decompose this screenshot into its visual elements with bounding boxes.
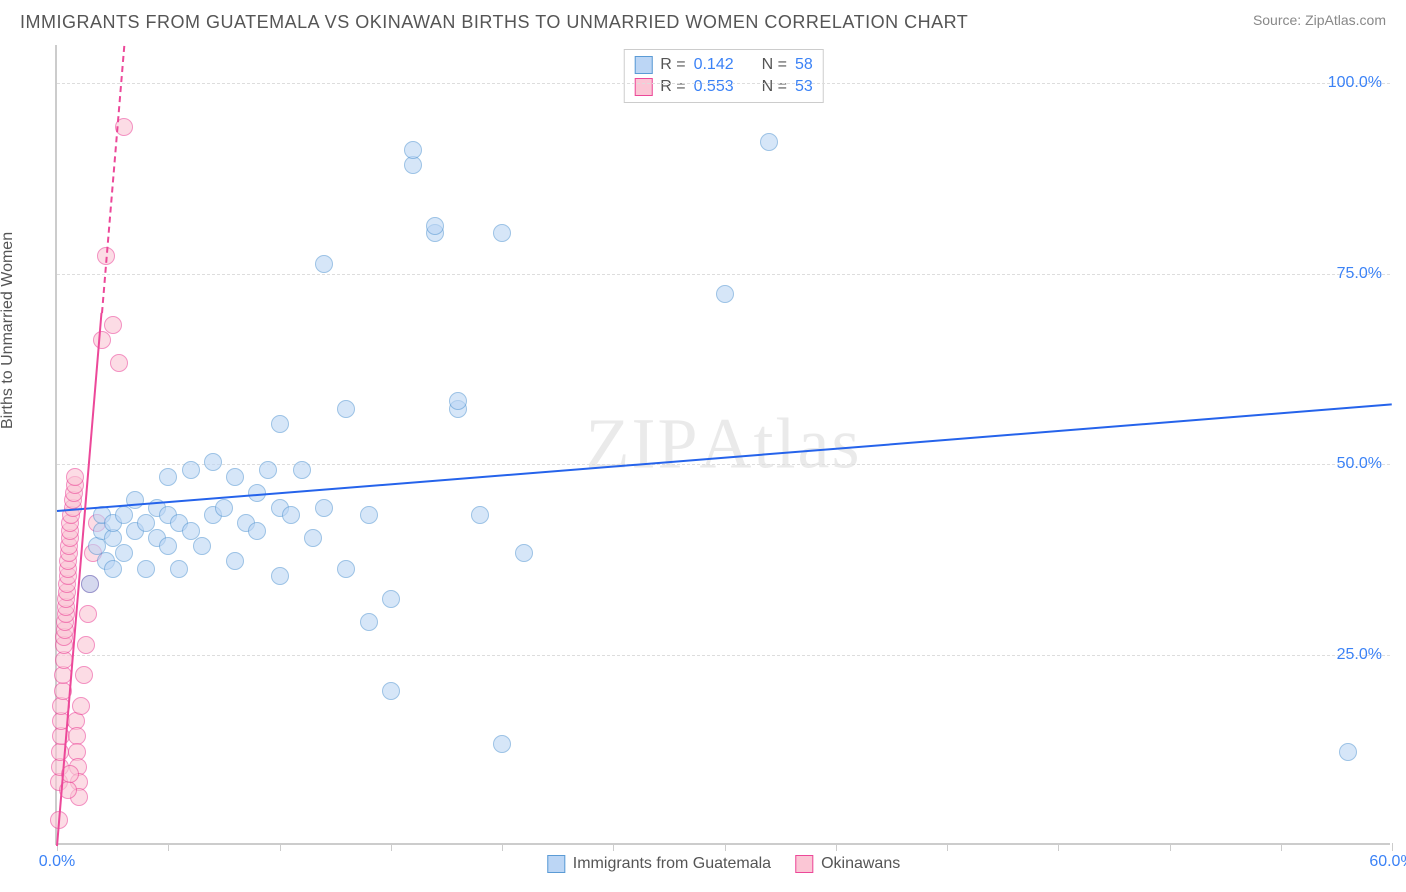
legend-series-label: Immigrants from Guatemala [573,855,771,873]
scatter-point-blue [159,468,177,486]
scatter-point-blue [81,575,99,593]
scatter-point-blue [337,400,355,418]
x-tick [168,843,169,851]
scatter-point-pink [104,316,122,334]
scatter-point-blue [204,453,222,471]
x-tick [1170,843,1171,851]
y-tick-label: 50.0% [1337,455,1382,473]
scatter-point-blue [293,461,311,479]
legend-swatch [634,56,652,74]
scatter-point-blue [193,537,211,555]
scatter-point-pink [66,468,84,486]
legend-n-label: N = [762,56,787,74]
scatter-point-blue [360,613,378,631]
y-axis-label: Births to Unmarried Women [0,232,17,429]
x-tick [502,843,503,851]
scatter-point-blue [226,552,244,570]
scatter-point-blue [215,499,233,517]
scatter-point-blue [493,735,511,753]
scatter-point-blue [471,506,489,524]
scatter-point-blue [248,522,266,540]
scatter-point-blue [304,529,322,547]
legend-series-item: Immigrants from Guatemala [547,855,771,873]
gridline-horizontal [57,464,1390,465]
scatter-point-blue [315,255,333,273]
scatter-point-blue [382,590,400,608]
scatter-point-pink [93,331,111,349]
scatter-point-blue [271,567,289,585]
x-tick [725,843,726,851]
legend-r-value: 0.553 [694,78,734,96]
legend-series-item: Okinawans [795,855,900,873]
scatter-point-blue [159,537,177,555]
legend-r-value: 0.142 [694,56,734,74]
scatter-point-blue [126,491,144,509]
scatter-point-blue [360,506,378,524]
scatter-point-blue [760,133,778,151]
y-tick-label: 75.0% [1337,265,1382,283]
legend-r-label: R = [660,78,685,96]
legend-n-label: N = [762,78,787,96]
scatter-point-blue [282,506,300,524]
plot-area: ZIPAtlas R =0.142N =58R =0.553N =53 Immi… [55,45,1390,845]
legend-corr-row: R = 0.142 N = 58 [634,54,813,76]
x-tick [613,843,614,851]
y-tick-label: 100.0% [1328,74,1382,92]
y-tick-label: 25.0% [1337,646,1382,664]
scatter-point-blue [182,461,200,479]
scatter-point-pink [79,605,97,623]
gridline-horizontal [57,655,1390,656]
scatter-point-blue [404,141,422,159]
x-tick [280,843,281,851]
scatter-point-blue [226,468,244,486]
watermark: ZIPAtlas [586,403,862,486]
scatter-point-pink [72,697,90,715]
legend-series-label: Okinawans [821,855,900,873]
scatter-point-blue [493,224,511,242]
scatter-point-blue [315,499,333,517]
x-tick [391,843,392,851]
scatter-point-pink [110,354,128,372]
scatter-point-pink [75,666,93,684]
x-tick [947,843,948,851]
gridline-horizontal [57,274,1390,275]
chart-title: IMMIGRANTS FROM GUATEMALA VS OKINAWAN BI… [20,12,968,33]
legend-series: Immigrants from Guatemala Okinawans [547,855,900,873]
legend-correlation-box: R = 0.142 N = 58 R = 0.553 N = 53 [623,49,824,103]
scatter-point-blue [515,544,533,562]
legend-swatch [795,855,813,873]
scatter-point-blue [382,682,400,700]
gridline-horizontal [57,83,1390,84]
scatter-point-blue [337,560,355,578]
x-tick [1058,843,1059,851]
legend-r-label: R = [660,56,685,74]
trend-line [57,403,1392,512]
scatter-point-blue [1339,743,1357,761]
scatter-point-blue [449,392,467,410]
scatter-point-blue [259,461,277,479]
x-tick [1281,843,1282,851]
scatter-point-blue [115,544,133,562]
x-tick [836,843,837,851]
x-tick-label: 60.0% [1369,853,1406,871]
scatter-point-blue [137,560,155,578]
legend-swatch [547,855,565,873]
legend-swatch [634,78,652,96]
x-tick [1392,843,1393,851]
scatter-point-blue [104,560,122,578]
source-attribution: Source: ZipAtlas.com [1253,12,1386,28]
legend-corr-row: R = 0.553 N = 53 [634,76,813,98]
scatter-point-pink [77,636,95,654]
legend-n-value: 58 [795,56,813,74]
x-tick-label: 0.0% [39,853,75,871]
legend-n-value: 53 [795,78,813,96]
scatter-point-blue [271,415,289,433]
scatter-point-blue [716,285,734,303]
scatter-point-blue [170,560,188,578]
scatter-point-blue [426,217,444,235]
